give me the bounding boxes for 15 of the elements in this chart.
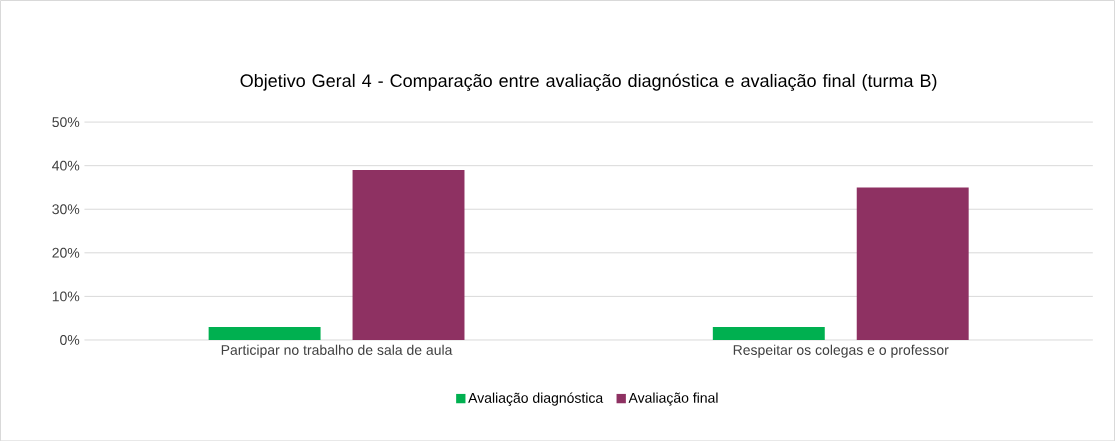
bar <box>856 187 969 340</box>
y-tick-label: 0% <box>60 334 80 345</box>
chart-title: Objetivo Geral 4 - Comparação entre avaliação diagnóstica e avaliação final (turma B) <box>240 73 937 91</box>
legend-label: Avaliação diagnóstica <box>468 392 604 406</box>
y-tick-label: 20% <box>52 247 80 258</box>
y-tick-label: 40% <box>52 160 80 171</box>
y-tick-label: 30% <box>52 204 80 215</box>
bar <box>712 326 825 340</box>
x-tick-label: Participar no trabalho de sala de aula <box>221 344 453 358</box>
legend-label: Avaliação final <box>628 392 718 406</box>
x-tick-label: Respeitar os colegas e o professor <box>733 344 949 358</box>
bar <box>352 169 465 340</box>
y-tick-label: 10% <box>52 291 80 302</box>
y-tick-label: 50% <box>52 116 80 127</box>
bar <box>208 326 321 340</box>
